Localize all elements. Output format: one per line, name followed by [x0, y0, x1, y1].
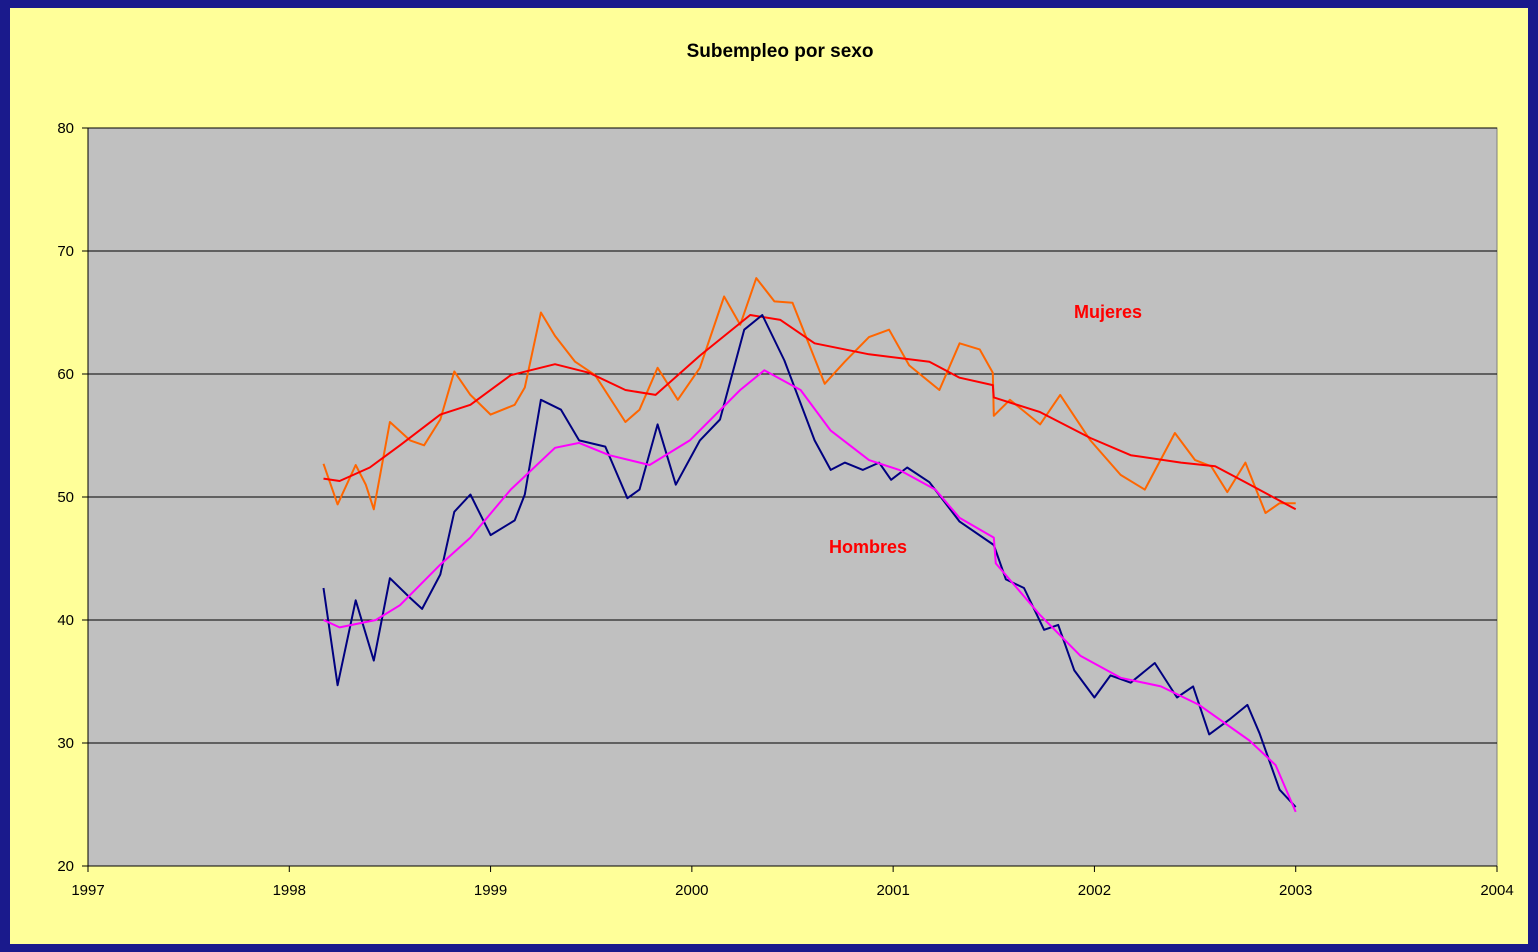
y-tick-label: 30: [57, 735, 74, 752]
x-tick-label: 2003: [1279, 882, 1312, 899]
series-line: [322, 314, 1297, 808]
x-tick-label: 1998: [273, 882, 306, 899]
y-tick-label: 20: [57, 858, 74, 875]
x-tick-label: 2001: [876, 882, 909, 899]
y-tick-label: 80: [57, 120, 74, 137]
series-line: [323, 369, 1297, 813]
y-tick-label: 50: [57, 489, 74, 506]
series-line: [323, 314, 1297, 511]
series-line: [322, 277, 1296, 514]
y-tick-label: 40: [57, 612, 74, 629]
x-tick-label: 1997: [71, 882, 104, 899]
x-tick-label: 1999: [474, 882, 507, 899]
annotation: Hombres: [829, 537, 907, 557]
y-tick-label: 70: [57, 243, 74, 260]
x-tick-label: 2002: [1078, 882, 1111, 899]
annotation: Mujeres: [1074, 302, 1142, 322]
y-tick-label: 60: [57, 366, 74, 383]
x-tick-label: 2000: [675, 882, 708, 899]
x-tick-label: 2004: [1480, 882, 1513, 899]
chart-title: Subempleo por sexo: [687, 41, 874, 62]
